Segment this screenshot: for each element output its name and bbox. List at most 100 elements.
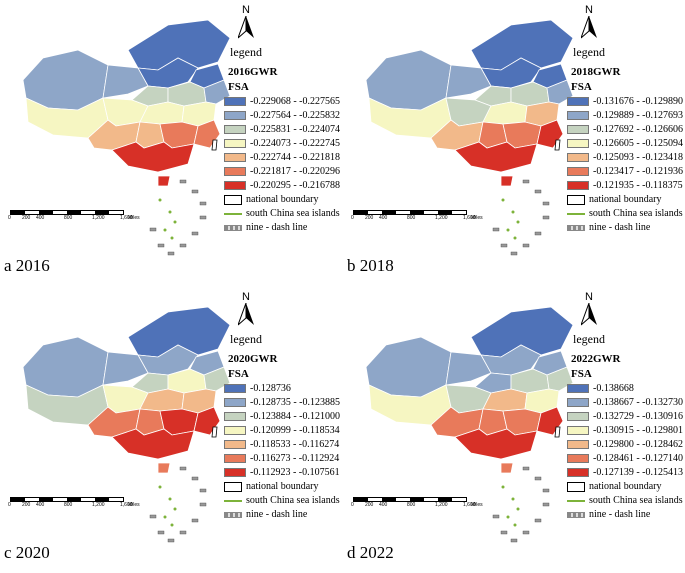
province-region — [111, 428, 195, 460]
island-mark — [158, 485, 162, 489]
nine-dash-segment — [191, 476, 199, 481]
islands-label: south China sea islands — [246, 495, 340, 506]
province-region — [203, 79, 231, 105]
dash-label: nine - dash line — [589, 509, 651, 520]
panel-caption: a 2016 — [4, 256, 50, 275]
islands-label: south China sea islands — [589, 208, 683, 219]
legend-swatch — [224, 97, 246, 107]
province-region — [454, 141, 538, 173]
legend-class-row: -0.128735 - -0.123885 — [224, 397, 340, 409]
scale-tick-label: 800 — [64, 215, 73, 221]
nine-dash-segment — [167, 251, 175, 256]
scale-tick-label: 200 — [22, 502, 31, 508]
boundary-swatch — [224, 481, 242, 492]
taiwan-region — [211, 139, 218, 151]
legend-range-label: -0.224073 - -0.222745 — [250, 138, 340, 149]
legend-range-label: -0.129889 - -0.127693 — [593, 110, 683, 121]
dash-swatch — [567, 511, 585, 518]
scale-tick-label: 1,600 — [120, 215, 133, 221]
legend-range-label: -0.221817 - -0.220296 — [250, 166, 340, 177]
legend-swatch — [567, 111, 589, 121]
legend-class-row: -0.130915 - -0.129801 — [567, 425, 683, 437]
nine-dash-segment — [191, 231, 199, 236]
island-mark — [513, 523, 517, 527]
nine-dash-segment — [500, 530, 508, 535]
islands-label: south China sea islands — [589, 495, 683, 506]
island-mark — [173, 220, 177, 224]
legend-swatch — [224, 468, 246, 478]
scale-tick-label: 1,200 — [92, 215, 105, 221]
legend-swatch — [567, 181, 589, 191]
province-region — [111, 141, 195, 173]
legend-swatch — [567, 97, 589, 107]
legend-boundary-row: national boundary — [567, 194, 661, 206]
legend-swatch — [224, 426, 246, 436]
legend-range-label: -0.120999 - -0.118534 — [250, 425, 340, 436]
dash-label: nine - dash line — [246, 222, 308, 233]
boundary-swatch — [567, 194, 585, 205]
legend-range-label: -0.128735 - -0.123885 — [250, 397, 340, 408]
variable-label: FSA — [228, 368, 249, 380]
dash-label: nine - dash line — [589, 222, 651, 233]
legend-swatch — [224, 181, 246, 191]
nine-dash-segment — [522, 530, 530, 535]
nine-dash-segment — [199, 502, 207, 507]
legend-range-label: -0.123884 - -0.121000 — [250, 411, 340, 422]
legend-dash-row: nine - dash line — [224, 222, 307, 234]
scale-tick-label: 0 — [8, 215, 11, 221]
nine-dash-segment — [191, 189, 199, 194]
legend-swatch — [224, 440, 246, 450]
legend-class-row: -0.126605 - -0.125094 — [567, 138, 683, 150]
legend-swatch — [224, 153, 246, 163]
nine-dash-segment — [534, 476, 542, 481]
islands-swatch — [224, 212, 242, 215]
north-arrow-icon — [238, 303, 254, 326]
legend-swatch — [567, 398, 589, 408]
legend-range-label: -0.126605 - -0.125094 — [593, 138, 683, 149]
nine-dash-segment — [542, 488, 550, 493]
legend-class-row: -0.138668 — [567, 383, 634, 395]
nine-dash-segment — [167, 538, 175, 543]
legend-islands-row: south China sea islands — [224, 208, 340, 220]
legend-class-row: -0.131676 - -0.129890 — [567, 96, 683, 108]
scale-unit-label: Miles — [471, 215, 483, 221]
china-map — [365, 306, 574, 543]
legend-range-label: -0.222744 - -0.221818 — [250, 152, 340, 163]
scale-tick-label: 200 — [365, 215, 374, 221]
legend-class-row: -0.222744 - -0.221818 — [224, 152, 340, 164]
legend-boundary-row: national boundary — [224, 481, 318, 493]
island-mark — [170, 523, 174, 527]
nine-dash-segment — [149, 514, 157, 519]
legend-swatch — [567, 454, 589, 464]
legend-class-row: -0.132729 - -0.130916 — [567, 411, 683, 423]
legend-swatch — [567, 440, 589, 450]
legend-range-label: -0.127692 - -0.126606 — [593, 124, 683, 135]
nine-dash-segment — [500, 243, 508, 248]
taiwan-region — [554, 139, 561, 151]
legend-range-label: -0.125093 - -0.123418 — [593, 152, 683, 163]
legend-range-label: -0.118533 - -0.116274 — [250, 439, 340, 450]
legend-class-row: -0.224073 - -0.222745 — [224, 138, 340, 150]
scale-tick-label: 1,600 — [463, 215, 476, 221]
legend-range-label: -0.123417 - -0.121936 — [593, 166, 683, 177]
model-label: 2020GWR — [228, 353, 278, 365]
north-arrow: N — [234, 291, 258, 327]
island-mark — [501, 485, 505, 489]
legend-class-row: -0.116273 - -0.112924 — [224, 453, 339, 465]
island-mark — [513, 236, 517, 240]
legend-islands-row: south China sea islands — [567, 495, 683, 507]
panel-caption: d 2022 — [347, 543, 394, 562]
scale-tick-label: 200 — [365, 502, 374, 508]
scale-tick-label: 800 — [407, 215, 416, 221]
scale-tick-label: 400 — [36, 502, 45, 508]
legend-islands-row: south China sea islands — [224, 495, 340, 507]
map-panel-2016: N legend 2016GWR FSA -0.229068 - -0.2275… — [0, 0, 342, 286]
scale-tick-label: 400 — [36, 215, 45, 221]
island-mark — [506, 228, 510, 232]
legend-class-row: -0.229068 - -0.227565 — [224, 96, 340, 108]
legend-range-label: -0.131676 - -0.129890 — [593, 96, 683, 107]
north-arrow: N — [577, 291, 601, 327]
legend-dash-row: nine - dash line — [567, 509, 650, 521]
map-panel-2020: N legend 2020GWR FSA -0.128736 -0.128735 … — [0, 287, 342, 573]
scale-tick-label: 800 — [407, 502, 416, 508]
